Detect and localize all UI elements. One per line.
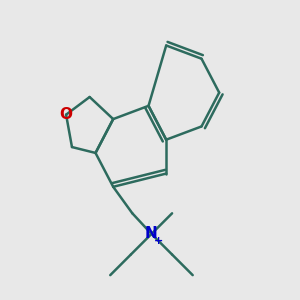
Text: O: O (60, 107, 73, 122)
Text: +: + (154, 236, 164, 246)
Text: N: N (145, 226, 158, 242)
